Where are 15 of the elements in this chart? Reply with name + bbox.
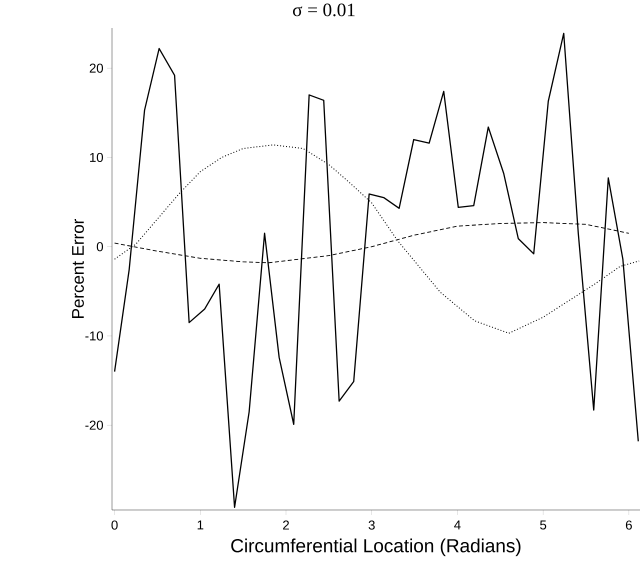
- x-tick-label: 6: [626, 520, 632, 530]
- y-axis-title: Percent Error: [72, 218, 84, 318]
- x-tick-label: 2: [283, 520, 289, 530]
- x-tick-label: 4: [454, 520, 461, 530]
- x-tick-label: 1: [198, 520, 204, 530]
- x-tick-label: 5: [540, 520, 546, 530]
- y-tick-label: -10: [85, 331, 103, 341]
- x-axis-title: Circumferential Location (Radians): [231, 538, 520, 556]
- x-tick-label: 3: [368, 520, 375, 530]
- y-tick-label: 10: [90, 152, 103, 162]
- x-tick-label: 0: [111, 520, 118, 530]
- chart-title: σ = 0.01: [292, 4, 355, 16]
- y-tick-label: 20: [90, 64, 103, 73]
- y-tick-label: -20: [85, 420, 103, 430]
- y-tick-label: 0: [96, 242, 103, 252]
